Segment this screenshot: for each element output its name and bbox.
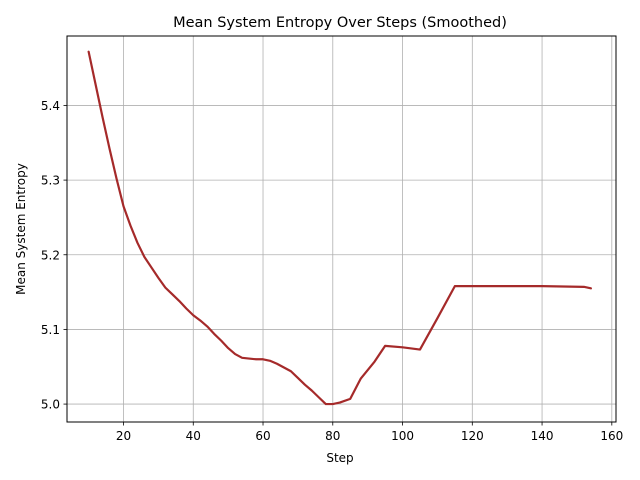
x-tick-label: 80 <box>325 429 340 443</box>
x-tick-label: 60 <box>255 429 270 443</box>
x-tick-label: 20 <box>116 429 131 443</box>
grid <box>67 36 616 422</box>
series-line-0 <box>87 50 592 406</box>
y-tick-label: 5.1 <box>41 323 60 337</box>
x-tick-label: 140 <box>531 429 554 443</box>
y-tick-label: 5.0 <box>41 398 60 412</box>
y-tick-label: 5.4 <box>41 99 60 113</box>
y-tick-label: 5.2 <box>41 248 60 262</box>
y-tick-label: 5.3 <box>41 174 60 188</box>
x-tick-label: 40 <box>186 429 201 443</box>
x-tick-label: 160 <box>600 429 623 443</box>
chart-title: Mean System Entropy Over Steps (Smoothed… <box>173 15 507 31</box>
x-tick-label: 120 <box>461 429 484 443</box>
series-layer <box>87 50 592 406</box>
y-axis-title: Mean System Entropy <box>14 163 28 295</box>
x-tick-label: 100 <box>391 429 414 443</box>
x-axis-title: Step <box>326 451 353 465</box>
ticks: 20 40 60 80 100 120 140 160 5.0 5.1 5.2 5.3 5.4 <box>41 99 623 443</box>
axes-frame <box>66 35 617 423</box>
